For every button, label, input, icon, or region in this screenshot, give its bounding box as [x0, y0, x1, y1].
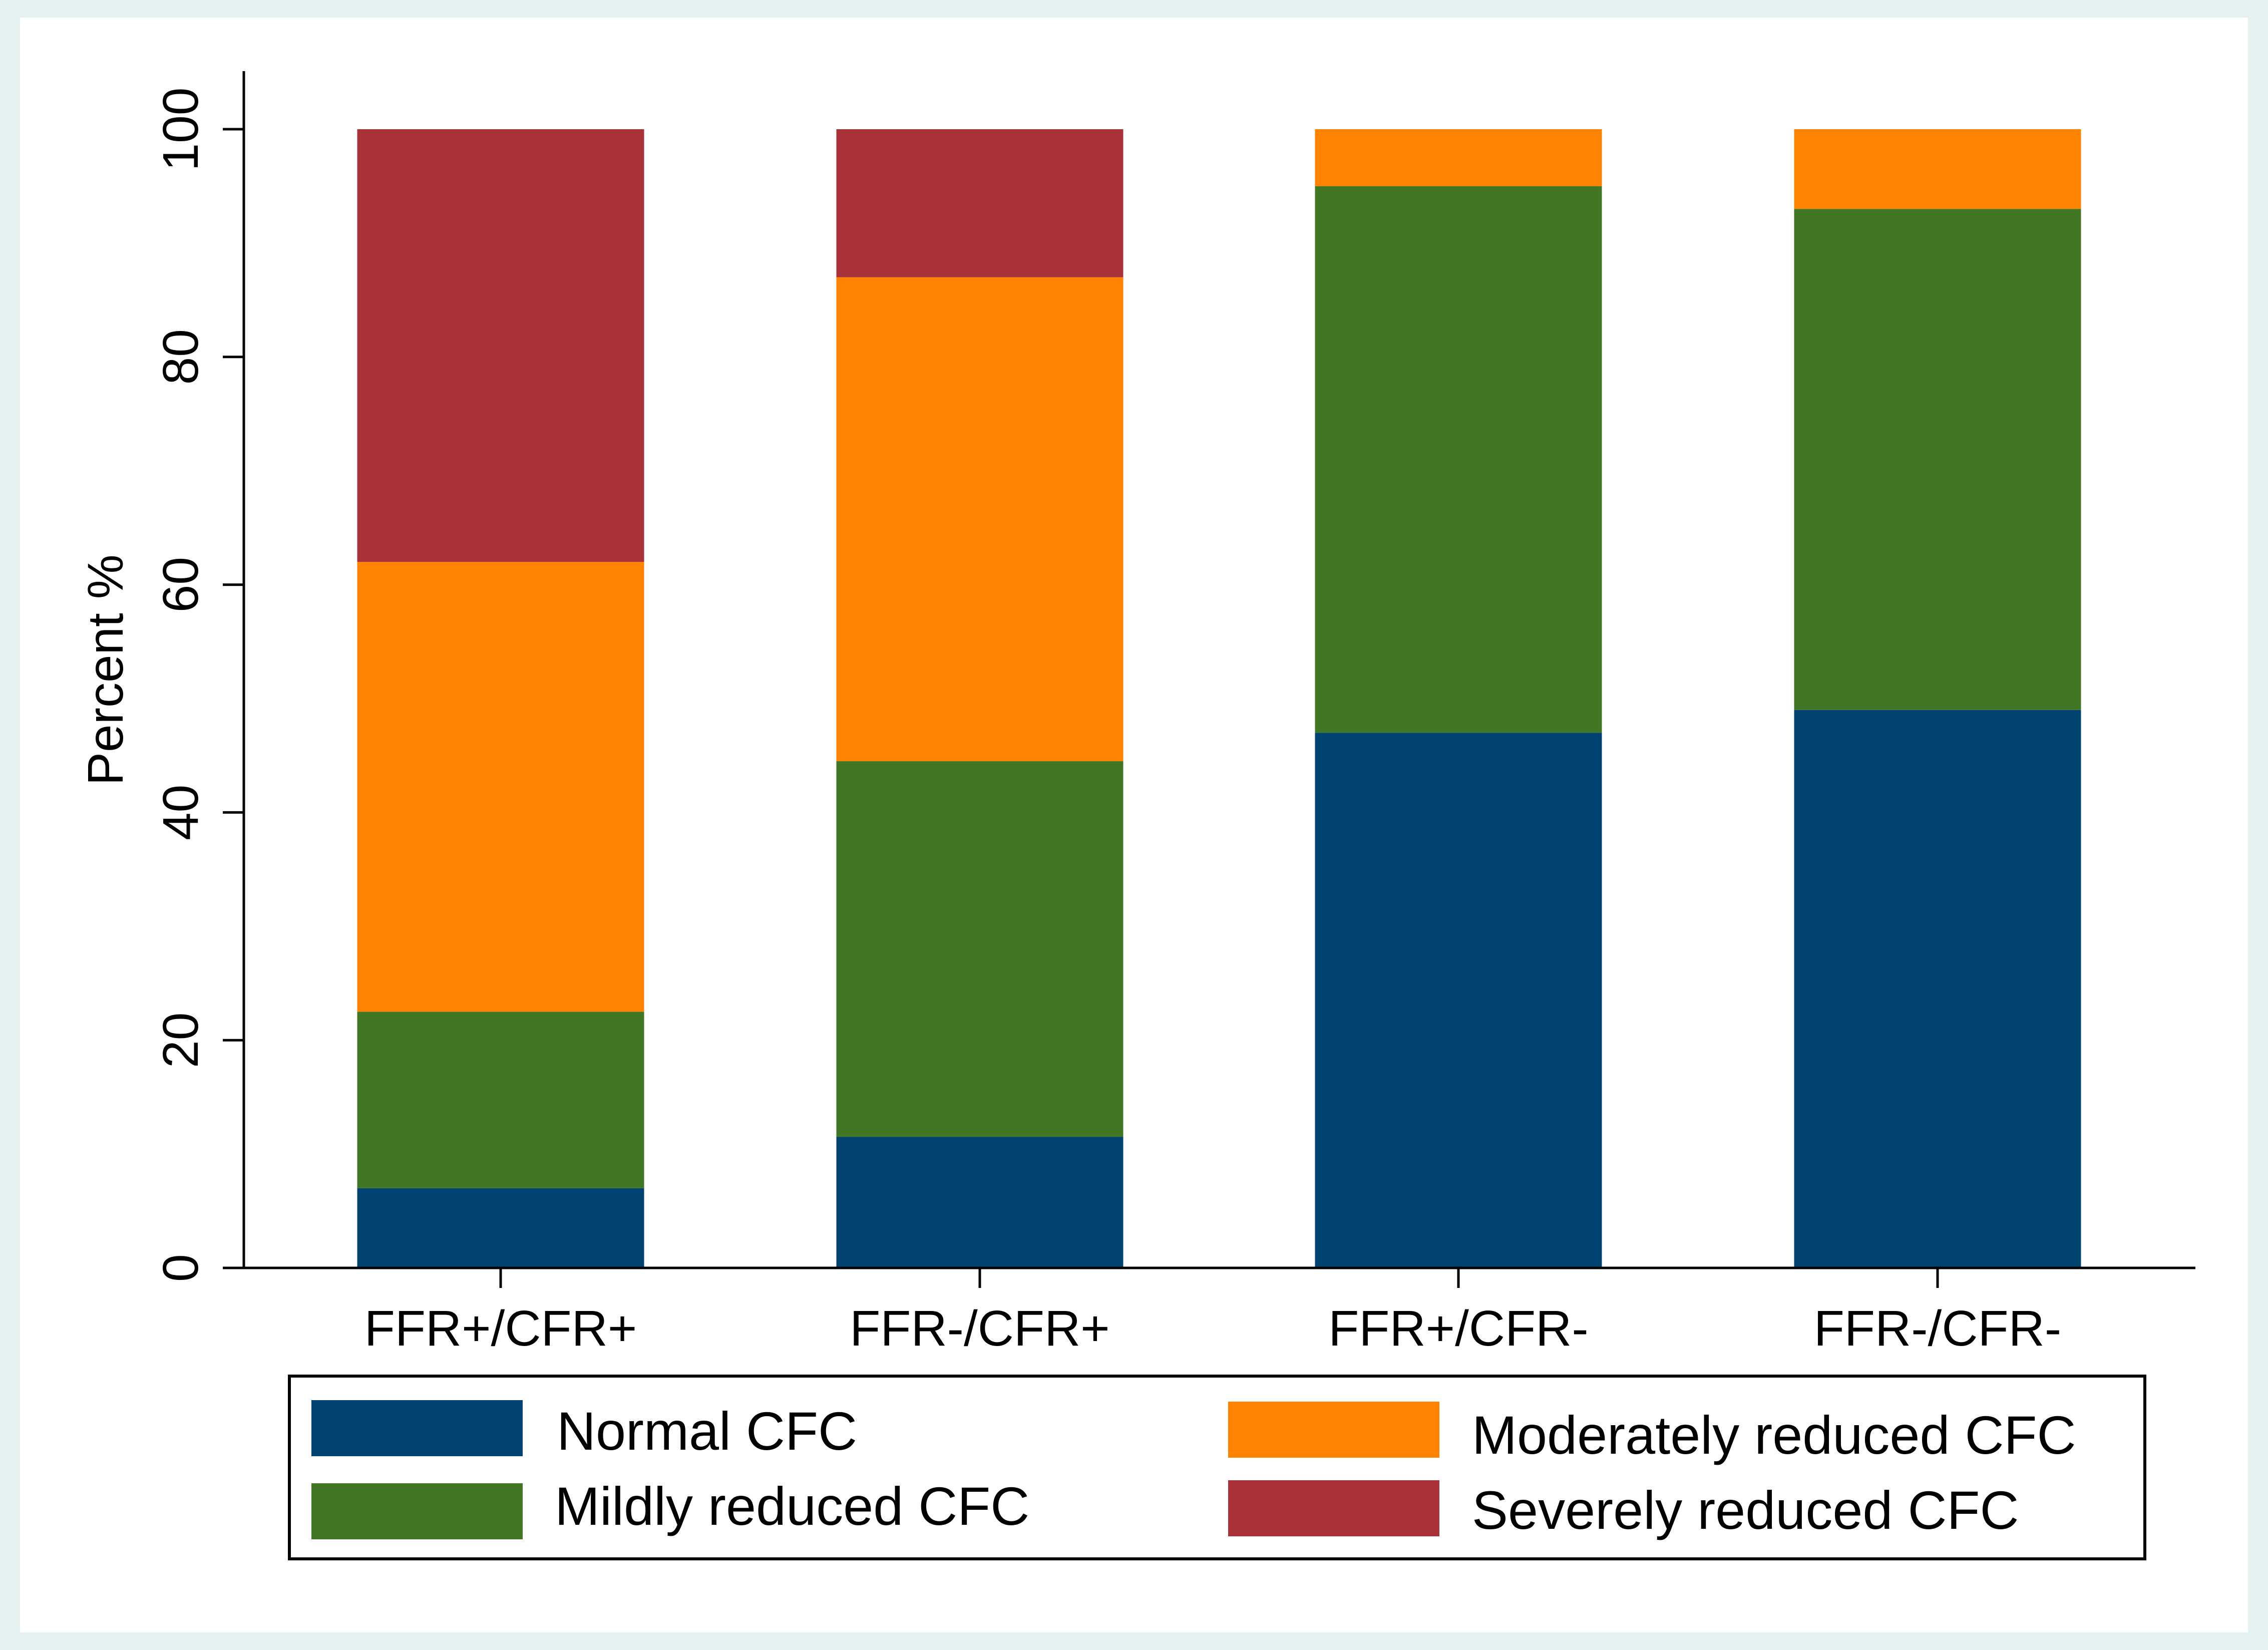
legend-swatch: [1228, 1480, 1439, 1536]
bar-3-series-3: [1315, 129, 1602, 186]
legend-label: Mildly reduced CFC: [555, 1476, 1029, 1536]
legend: Normal CFC Moderately reduced CFC Mildly r…: [288, 1375, 2146, 1560]
legend-label: Normal CFC: [557, 1401, 857, 1461]
bar-4-series-2: [1794, 209, 2081, 710]
x-tick-label: FFR+/CFR+: [364, 1300, 637, 1357]
y-axis: 0 20 40 60 80 100: [153, 71, 245, 1282]
bar-2-series-1: [836, 1137, 1123, 1268]
legend-swatch: [1228, 1402, 1439, 1458]
y-tick-label: 40: [153, 785, 209, 840]
bar-2-series-3: [836, 277, 1123, 762]
bars-group: [357, 129, 2081, 1268]
bar-2-series-2: [836, 761, 1123, 1137]
y-tick-label: 20: [153, 1013, 209, 1068]
bar-3-series-2: [1315, 186, 1602, 733]
legend-label: Moderately reduced CFC: [1472, 1405, 2076, 1465]
y-tick-label: 100: [153, 88, 209, 171]
y-tick-label: 60: [153, 557, 209, 612]
y-tick-label: 0: [153, 1254, 209, 1282]
legend-swatch: [311, 1483, 523, 1539]
x-tick-label: FFR-/CFR+: [850, 1300, 1109, 1357]
y-axis-title: Percent %: [78, 554, 134, 785]
bar-1-series-4: [357, 129, 644, 562]
x-tick-label: FFR+/CFR-: [1328, 1300, 1588, 1357]
legend-swatch: [311, 1400, 523, 1456]
bar-1-series-2: [357, 1012, 644, 1188]
bar-2-series-4: [836, 129, 1123, 277]
legend-label: Severely reduced CFC: [1472, 1480, 2019, 1540]
x-axis: FFR+/CFR+ FFR-/CFR+ FFR+/CFR- FFR-/CFR-: [244, 1266, 2195, 1357]
bar-4-series-3: [1794, 129, 2081, 209]
bar-1-series-3: [357, 562, 644, 1012]
bar-3-series-1: [1315, 733, 1602, 1268]
x-tick-label: FFR-/CFR-: [1814, 1300, 2061, 1357]
y-tick-label: 80: [153, 329, 209, 385]
bar-1-series-1: [357, 1188, 644, 1268]
legend-box: [288, 1375, 2146, 1560]
bar-4-series-1: [1794, 710, 2081, 1268]
